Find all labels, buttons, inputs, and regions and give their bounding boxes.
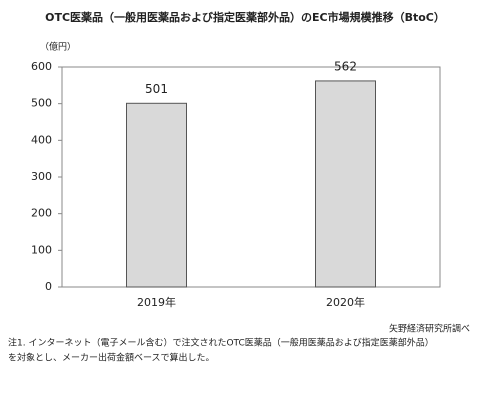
y-tick-label: 500 <box>31 97 52 110</box>
value-label: 562 <box>334 59 357 73</box>
y-tick-label: 600 <box>31 60 52 73</box>
note: を対象とし、メーカー出荷金額ベースで算出した。 <box>8 352 215 364</box>
plot-frame <box>61 66 441 288</box>
x-tick-label: 2020年 <box>326 295 365 309</box>
chart-title: OTC医薬品（一般用医薬品および指定医薬部外品）のEC市場規模推移（BtoC） <box>45 10 445 24</box>
bar <box>126 102 187 288</box>
source: 矢野経済研究所調べ <box>389 323 470 335</box>
y-tick-label: 100 <box>31 243 52 256</box>
note: 注1. インターネット（電子メール含む）で注文されたOTC医薬品（一般用医薬品お… <box>8 337 434 349</box>
y-unit: （億円） <box>40 41 76 53</box>
y-tick-label: 0 <box>45 280 52 293</box>
y-tick-label: 200 <box>31 207 52 220</box>
bar <box>315 80 376 288</box>
x-tick-label: 2019年 <box>137 295 176 309</box>
y-tick-label: 300 <box>31 170 52 183</box>
y-tick-label: 400 <box>31 133 52 146</box>
value-label: 501 <box>145 82 168 96</box>
